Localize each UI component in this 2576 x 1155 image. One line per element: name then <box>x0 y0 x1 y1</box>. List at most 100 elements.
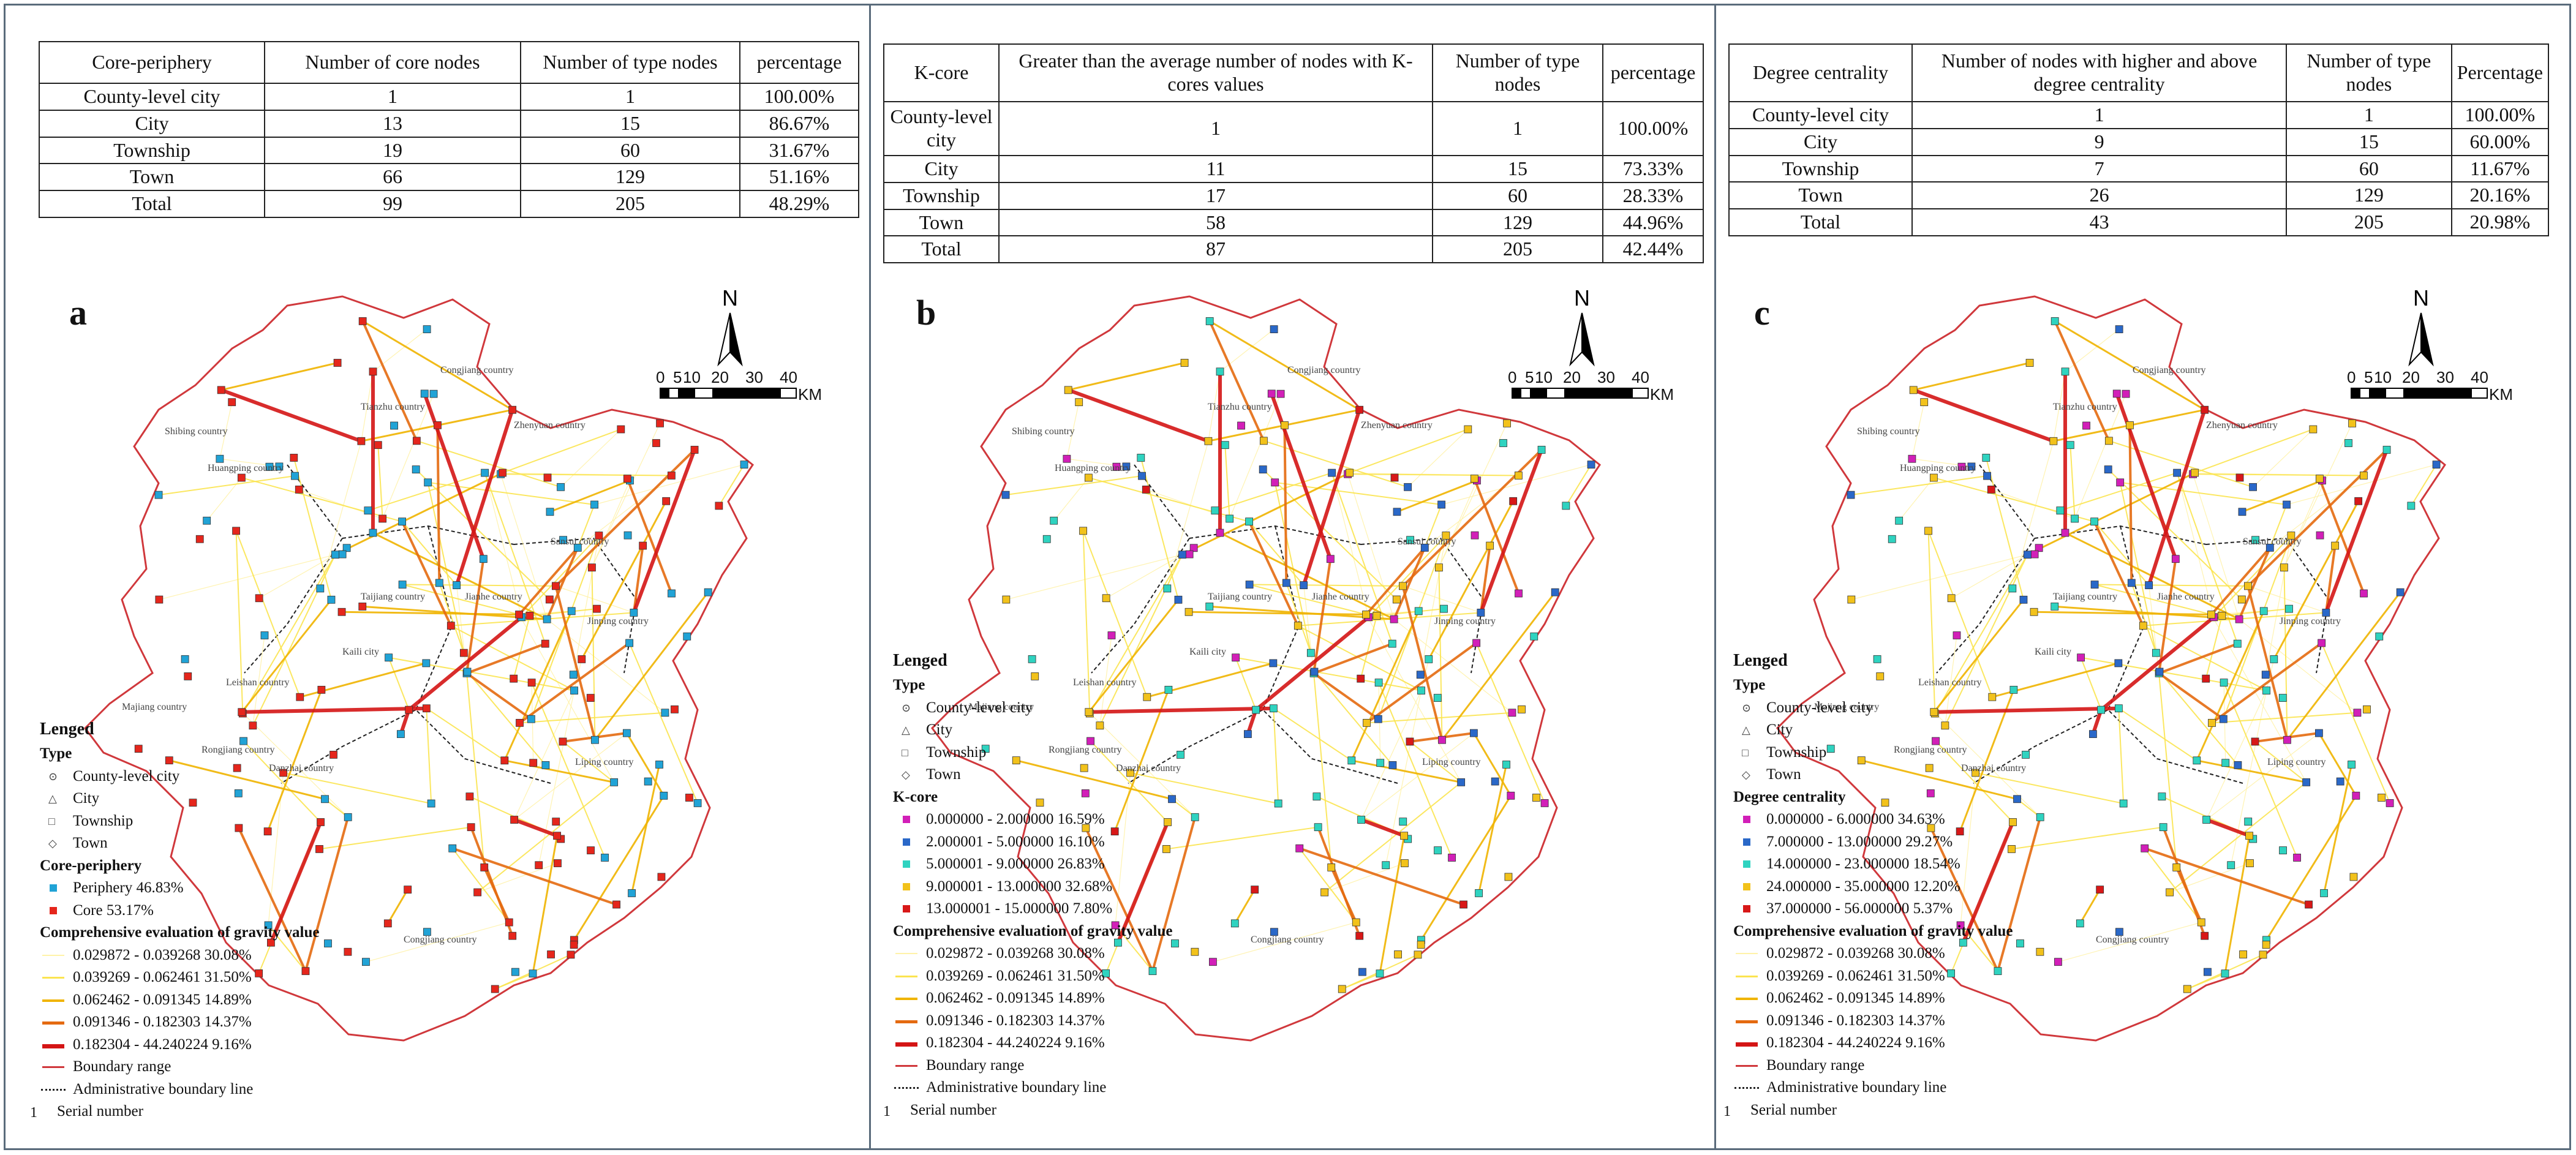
gravity-link <box>560 429 622 487</box>
settlement-node <box>255 594 263 603</box>
legend-label: Township <box>1766 743 1827 761</box>
gravity-link <box>466 642 546 675</box>
legend-gravity-row: 0.039269 - 0.062461 31.50% <box>893 965 1172 988</box>
settlement-node <box>327 595 336 604</box>
place-label: Majiang country <box>1814 702 1879 712</box>
settlement-node <box>591 736 599 744</box>
place-label: Leishan country <box>226 677 290 688</box>
legend-class-row: 37.000000 - 56.000000 5.37% <box>1733 898 2013 920</box>
settlement-node <box>1185 550 1194 559</box>
place-label: Leishan country <box>1073 677 1137 688</box>
gravity-link <box>1312 672 1379 720</box>
settlement-node <box>1259 465 1267 473</box>
settlement-node <box>1251 886 1259 894</box>
settlement-node <box>383 919 392 928</box>
settlement-node <box>1245 581 1254 589</box>
gravity-link <box>1105 554 1183 599</box>
triangle-icon: △ <box>902 724 910 737</box>
settlement-node <box>1826 745 1835 753</box>
gravity-link <box>1264 440 1408 488</box>
gravity-link <box>1913 388 2054 443</box>
admin-boundary-line <box>2205 537 2330 674</box>
gravity-link <box>2158 673 2177 868</box>
table-header-row: Degree centrality Number of nodes with h… <box>1728 43 2550 102</box>
settlement-node <box>508 931 517 940</box>
settlement-node <box>1414 607 1423 615</box>
gravity-link <box>2194 429 2314 473</box>
settlement-node <box>155 595 164 604</box>
gravity-link <box>1934 706 2119 714</box>
settlement-node <box>2114 704 2123 713</box>
settlement-node <box>2375 632 2384 641</box>
gravity-link <box>2109 440 2253 488</box>
gravity-link <box>1089 554 1183 714</box>
settlement-node <box>1274 799 1282 808</box>
settlement-node <box>1438 736 1446 744</box>
settlement-node <box>2197 918 2205 927</box>
legend-gravity-row: 0.039269 - 0.062461 31.50% <box>1733 965 2013 988</box>
settlement-node <box>2127 579 2136 587</box>
settlement-node <box>2116 478 2125 487</box>
gravity-link <box>1215 472 1332 511</box>
header-cell: Core-periphery <box>39 41 265 84</box>
gravity-link <box>1934 477 2095 522</box>
settlement-node <box>2278 694 2287 702</box>
settlement-node <box>1102 594 1110 603</box>
gravity-link <box>1090 740 1169 823</box>
stats-table-a: Core-periphery Number of core nodes Numb… <box>39 41 859 218</box>
diamond-icon: ◇ <box>48 837 57 850</box>
settlement-node <box>2221 969 2229 978</box>
place-label: Congjiang country <box>2096 935 2169 945</box>
settlement-node <box>2360 589 2368 598</box>
settlement-node <box>1112 462 1121 471</box>
gravity-link <box>519 712 666 724</box>
settlement-node <box>1417 687 1425 695</box>
settlement-node <box>2090 517 2099 526</box>
table-row: County-level city 1 1 100.00% <box>883 101 1704 156</box>
settlement-node <box>554 859 562 867</box>
gravity-link <box>1365 547 1426 615</box>
gravity-link <box>2248 585 2327 613</box>
gravity-link <box>2242 480 2322 513</box>
settlement-node <box>181 655 189 663</box>
settlement-node <box>610 778 619 786</box>
settlement-node <box>593 604 601 613</box>
core-swatch-icon <box>50 906 57 914</box>
gravity-link <box>500 473 672 476</box>
legend-type-heading: Type <box>893 677 925 693</box>
gravity-link <box>1053 477 1089 521</box>
place-label: Danzhai country <box>269 763 334 773</box>
legend-label: 24.000000 - 35.000000 12.20% <box>1766 878 1960 895</box>
gravity-link <box>594 464 745 505</box>
settlement-node <box>1425 655 1433 663</box>
class-swatch-icon <box>903 838 910 846</box>
settlement-node <box>2104 465 2112 473</box>
square-icon: □ <box>902 746 908 759</box>
table-row: Township 17 60 28.33% <box>883 181 1704 210</box>
settlement-node <box>1111 921 1120 930</box>
settlement-node <box>2090 581 2099 589</box>
settlement-node <box>301 967 310 976</box>
gravity-link <box>159 554 336 600</box>
gravity-link <box>1409 741 1462 783</box>
settlement-node <box>2432 461 2441 469</box>
gravity-link <box>1273 708 1279 804</box>
settlement-node <box>1270 928 1278 936</box>
settlement-node <box>2171 555 2180 563</box>
settlement-node <box>545 595 554 604</box>
gravity-link <box>573 535 600 675</box>
table-cell: 205 <box>2286 208 2452 236</box>
legend-label: City <box>926 721 953 738</box>
settlement-node <box>1300 581 1308 590</box>
settlement-node <box>1400 832 1408 840</box>
settlement-node <box>2036 947 2044 956</box>
settlement-node <box>1064 386 1072 394</box>
gravity-link <box>2034 611 2212 616</box>
settlement-node <box>1416 671 1425 679</box>
settlement-node <box>2396 588 2405 596</box>
stats-table-b: K-core Greater than the average number o… <box>883 43 1704 263</box>
gravity-link <box>283 772 432 804</box>
gravity-link <box>1934 554 2028 714</box>
settlement-node <box>358 317 367 325</box>
gravity-link <box>1209 320 1360 411</box>
